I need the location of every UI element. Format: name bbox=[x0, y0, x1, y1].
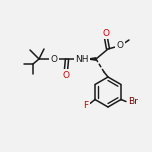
Polygon shape bbox=[88, 58, 96, 60]
Text: O: O bbox=[102, 29, 109, 38]
Text: Br: Br bbox=[128, 97, 138, 106]
Text: NH: NH bbox=[75, 55, 89, 64]
Text: O: O bbox=[50, 55, 57, 64]
Text: O: O bbox=[116, 40, 123, 50]
Text: F: F bbox=[83, 101, 89, 110]
Text: O: O bbox=[62, 71, 69, 79]
